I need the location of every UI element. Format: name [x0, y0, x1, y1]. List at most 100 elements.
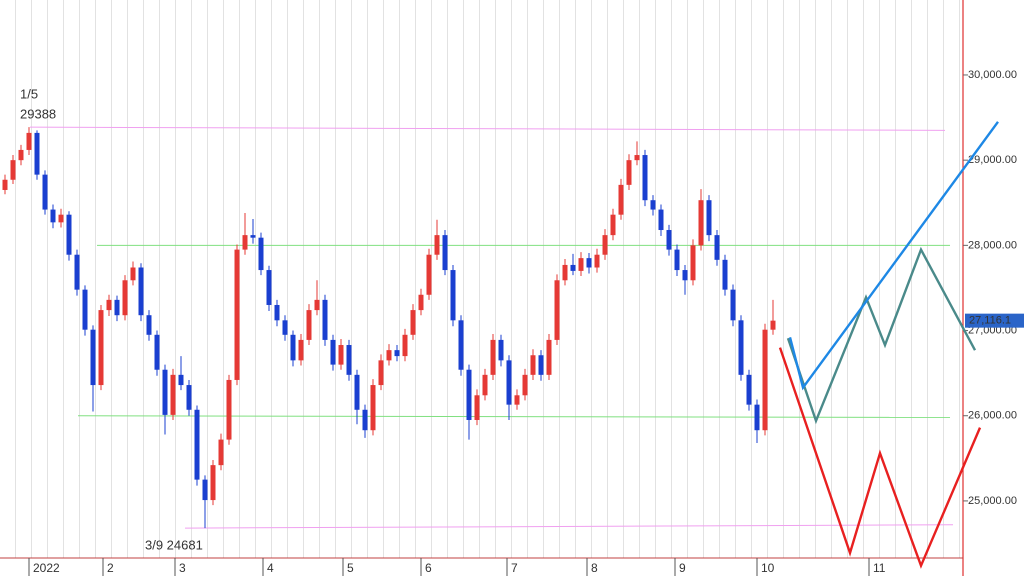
- candle-body: [90, 329, 96, 386]
- candle-body: [50, 209, 56, 223]
- annotation: 29388: [20, 106, 56, 121]
- candle-body: [106, 299, 112, 311]
- last-price-box: [965, 313, 1024, 328]
- candle-body: [154, 334, 160, 370]
- y-tick-label: 30,000.00: [968, 69, 1017, 81]
- candle-body: [754, 404, 760, 431]
- y-tick-label: 28,000.00: [968, 239, 1017, 251]
- annotation: 1/5: [20, 86, 38, 101]
- candle-body: [34, 132, 40, 175]
- candle-body: [642, 155, 648, 201]
- candle-body: [554, 280, 560, 340]
- candle-body: [522, 374, 528, 396]
- level-line: [184, 524, 954, 529]
- candle-body: [498, 339, 504, 361]
- candle-body: [698, 200, 704, 246]
- candle-body: [82, 289, 88, 330]
- candle-body: [378, 360, 384, 386]
- x-tick-label: 6: [425, 561, 432, 575]
- x-tick-label: 2: [107, 561, 114, 575]
- y-tick-label: 29,000.00: [968, 154, 1017, 166]
- x-tick-label: 3: [179, 561, 186, 575]
- candle-body: [10, 160, 16, 180]
- candle-body: [402, 334, 408, 357]
- candle-body: [538, 355, 544, 375]
- y-tick-label: 26,000.00: [968, 410, 1017, 422]
- candle-body: [530, 355, 536, 375]
- candle-body: [370, 385, 376, 431]
- candle-body: [570, 264, 576, 271]
- candle-body: [186, 385, 192, 410]
- candle-body: [274, 304, 280, 321]
- x-tick-label: 9: [679, 561, 686, 575]
- candle-body: [442, 235, 448, 271]
- candle-body: [466, 369, 472, 420]
- candle-body: [98, 310, 104, 386]
- candle-body: [474, 395, 480, 420]
- candle-body: [674, 249, 680, 271]
- candle-body: [602, 235, 608, 255]
- x-tick-label: 5: [347, 561, 354, 575]
- candle-body: [210, 465, 216, 501]
- candle-body: [610, 214, 616, 236]
- candle-body: [58, 214, 64, 223]
- candle-body: [170, 374, 176, 415]
- candle-body: [138, 267, 144, 316]
- candle-body: [282, 320, 288, 335]
- x-tick-label: 10: [761, 561, 775, 575]
- candle-body: [650, 200, 656, 210]
- candle-body: [714, 235, 720, 260]
- x-tick-label: 7: [511, 561, 518, 575]
- candle-body: [546, 339, 552, 375]
- candle-body: [330, 339, 336, 365]
- candle-body: [178, 374, 184, 386]
- candle-body: [386, 350, 392, 361]
- candle-body: [346, 345, 352, 375]
- candle-body: [130, 267, 136, 281]
- candle-body: [18, 149, 24, 161]
- candle-body: [562, 264, 568, 281]
- candle-body: [666, 230, 672, 250]
- candle-body: [234, 249, 240, 380]
- candle-body: [146, 315, 152, 335]
- projection-line: [786, 246, 977, 425]
- candles: [2, 127, 776, 529]
- candle-body: [42, 174, 48, 210]
- candle-body: [26, 132, 32, 150]
- candle-body: [2, 179, 8, 190]
- candle-body: [298, 339, 304, 361]
- candle-body: [362, 409, 368, 431]
- candle-body: [322, 299, 328, 340]
- candle-body: [770, 320, 776, 330]
- candle-body: [722, 259, 728, 290]
- x-tick-label: 11: [873, 561, 886, 575]
- x-tick-label: 8: [591, 561, 598, 575]
- candle-body: [354, 374, 360, 410]
- candle-body: [514, 395, 520, 405]
- week-grid: [0, 0, 963, 558]
- candle-body: [426, 254, 432, 295]
- candle-body: [450, 270, 456, 321]
- candle-body: [290, 334, 296, 361]
- candle-body: [458, 320, 464, 370]
- candle-body: [74, 254, 80, 290]
- candle-body: [634, 155, 640, 161]
- candle-body: [658, 209, 664, 231]
- level-line: [29, 126, 946, 131]
- candle-body: [114, 299, 120, 316]
- candle-body: [314, 299, 320, 311]
- projection-line: [778, 347, 982, 569]
- candle-body: [586, 258, 592, 268]
- annotation: 3/9 24681: [145, 537, 203, 552]
- candle-body: [490, 339, 496, 375]
- candle-body: [194, 409, 200, 480]
- x-tick-label: 4: [267, 561, 274, 575]
- candle-body: [690, 245, 696, 281]
- candle-body: [762, 329, 768, 431]
- candle-body: [410, 310, 416, 335]
- candle-body: [338, 345, 344, 365]
- y-tick-label: 25,000.00: [968, 495, 1017, 507]
- candle-body: [706, 200, 712, 236]
